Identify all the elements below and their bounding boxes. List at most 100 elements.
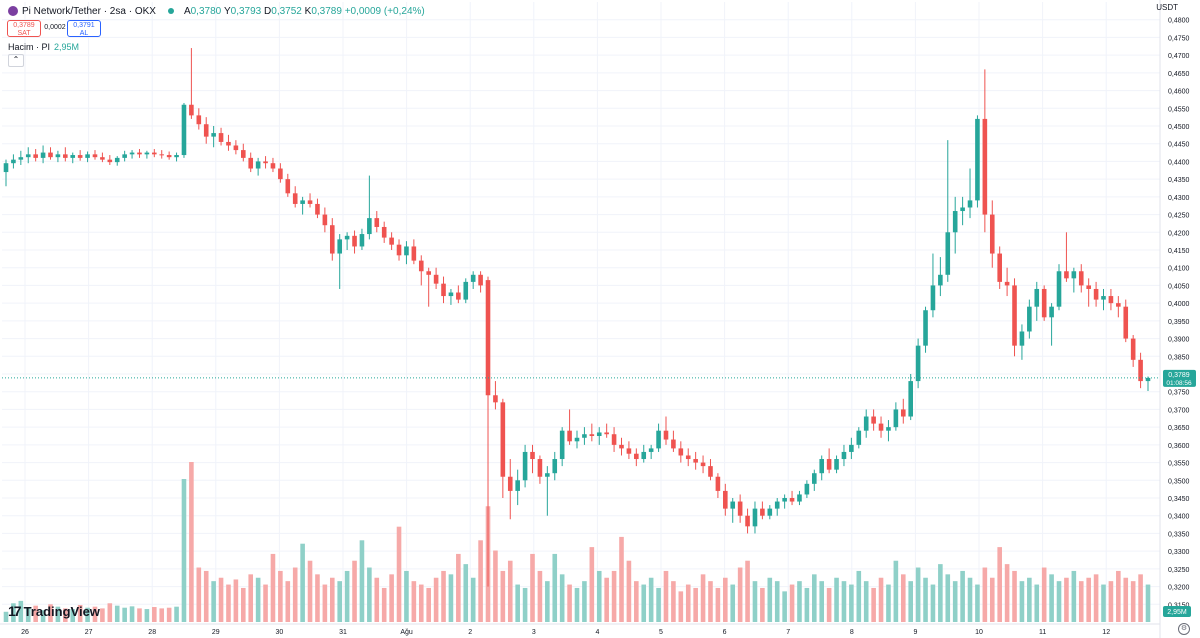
volume-bar	[826, 587, 832, 622]
y-tick-label: 0,3700	[1168, 407, 1190, 414]
volume-bar	[782, 591, 787, 622]
volume-bar	[137, 608, 142, 622]
candle-body	[441, 283, 446, 297]
candle-body	[396, 244, 402, 256]
volume-bar	[493, 550, 498, 622]
volume-bar	[48, 604, 53, 622]
volume-bar	[381, 587, 387, 622]
candle-body	[1056, 271, 1062, 307]
volume-bar	[841, 581, 847, 622]
ohlc-high-value: 0,3793	[230, 5, 262, 17]
candle-body	[307, 200, 313, 204]
volume-badge-value: 2,95M	[1167, 609, 1187, 616]
sell-button[interactable]: 0,3789 SAT	[7, 20, 41, 37]
candle-body	[263, 161, 268, 164]
price-axis-bg	[1160, 0, 1200, 638]
x-tick-label: 28	[148, 629, 156, 636]
last-price-badge	[1163, 369, 1196, 387]
candle-body	[144, 152, 150, 155]
candle-body	[619, 444, 624, 449]
candle-body	[671, 439, 676, 449]
time-axis[interactable]: 26 27 28 29 30 31 Ağu 2 3 4 5 6 7 8 9 10 11 12	[0, 623, 1160, 636]
candle-body	[255, 161, 261, 169]
x-tick-label: 9	[913, 629, 917, 636]
volume-bar	[1027, 577, 1032, 622]
candle-body	[48, 152, 53, 158]
volume-bar	[77, 604, 83, 622]
symbol-title[interactable]: Pi Network/Tether · 2sa · OKX	[22, 5, 156, 17]
candle-body	[1116, 303, 1121, 307]
candle-body	[685, 455, 691, 460]
candle-body	[863, 416, 869, 431]
volume-bar	[834, 577, 839, 622]
volume-bar	[945, 574, 951, 622]
candle-body	[804, 483, 810, 495]
candle-body	[1064, 271, 1069, 279]
y-tick-label: 0,3950	[1168, 319, 1190, 326]
volume-bar	[537, 570, 543, 622]
candle-body	[1130, 338, 1136, 360]
volume-bar	[40, 610, 46, 622]
candle-body	[626, 448, 632, 454]
candle-body	[485, 280, 491, 396]
volume-bar	[463, 564, 469, 622]
candle-body	[107, 159, 113, 163]
volume-legend[interactable]: Hacim · PI 2,95M	[8, 42, 79, 52]
settings-icon[interactable]: ⚙	[1178, 623, 1190, 635]
price-axis[interactable]: 0,4800 0,4750 0,4700 0,4650 0,4600 0,4550 0,45…	[1159, 0, 1200, 638]
candle-body	[159, 154, 165, 156]
volume-bar	[552, 553, 558, 622]
candle-body	[656, 430, 661, 449]
volume-bar	[641, 584, 647, 622]
volume-bar	[582, 581, 587, 622]
candle-body	[952, 211, 958, 233]
market-open-dot-icon	[167, 8, 174, 14]
candle-body	[1041, 288, 1047, 318]
candle-body	[470, 274, 476, 282]
volume-bar	[1123, 577, 1129, 622]
candle-body	[426, 271, 431, 275]
ohlc-low: D0,3752	[264, 6, 302, 17]
volume-bar	[923, 577, 928, 622]
candle-body	[77, 155, 83, 158]
volume-bar	[900, 574, 906, 622]
volume-bar	[545, 581, 550, 622]
candle-body	[989, 214, 995, 254]
y-tick-label: 0,4000	[1168, 301, 1190, 308]
volume-bar	[663, 570, 669, 622]
candle-body	[478, 274, 483, 286]
candle-body	[181, 104, 187, 156]
candle-body	[218, 133, 224, 142]
candle-body	[166, 155, 172, 158]
candle-body	[456, 292, 461, 300]
buy-button[interactable]: 0,3791 AL	[67, 20, 101, 37]
volume-bar	[878, 577, 884, 622]
candle-body	[522, 451, 528, 481]
x-tick-label: Ağu	[400, 629, 413, 636]
y-tick-label: 0,4750	[1168, 35, 1190, 42]
volume-bar	[418, 584, 424, 622]
volume-bar	[152, 607, 157, 622]
candle-body	[85, 154, 90, 158]
y-tick-label: 0,4100	[1168, 266, 1190, 273]
collapse-legend-button[interactable]: ⌃	[8, 54, 24, 67]
volume-bar	[737, 567, 743, 622]
volume-bar	[322, 584, 328, 622]
candle-body	[1012, 285, 1017, 346]
volume-bar	[804, 587, 810, 622]
sell-price: 0,3789	[13, 22, 35, 29]
candle-body	[315, 203, 320, 215]
volume-bar	[344, 570, 350, 622]
currency-label[interactable]: USDT	[1156, 3, 1178, 12]
volume-bar	[989, 577, 995, 622]
y-tick-label: 0,3400	[1168, 514, 1190, 521]
tradingview-logo[interactable]: 17 TradingView	[8, 603, 100, 619]
volume-bar	[723, 577, 728, 622]
volume-bar	[85, 607, 90, 622]
volume-bar	[448, 574, 454, 622]
y-tick-label: 0,4250	[1168, 213, 1190, 220]
candle-body	[1027, 306, 1032, 332]
bar-countdown: 01:08:56	[1166, 380, 1192, 387]
candle-body	[893, 409, 899, 428]
